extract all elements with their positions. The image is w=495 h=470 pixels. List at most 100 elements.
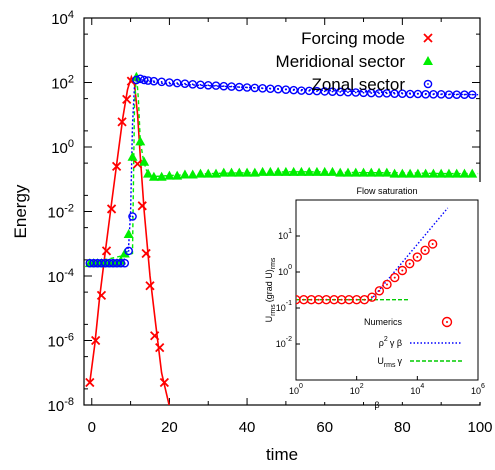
y-tick-label-text: 102 (51, 74, 74, 93)
data-point-dot (455, 93, 458, 96)
inset-legend-urms: Urms γ (377, 356, 402, 369)
inset-data-point (427, 239, 438, 249)
legend-marker-0 (423, 33, 433, 43)
inset-ylabel-grad-sub: rms (270, 257, 277, 269)
data-point (358, 167, 369, 177)
x-tick-label: 40 (239, 419, 256, 436)
data-point-dot (207, 84, 210, 87)
y-tick-label-mantissa: 10 (48, 269, 65, 286)
data-point (145, 281, 155, 291)
inset-data-point (412, 252, 423, 262)
data-point (195, 168, 206, 178)
inset-x-tick-label-text: 102 (350, 383, 364, 396)
inset-data-point (367, 292, 377, 302)
data-point (187, 169, 198, 179)
data-point-dot (147, 79, 149, 82)
inset-data-point-center (393, 276, 396, 279)
inset-data-point-center (416, 256, 419, 259)
inset-legend-urms-sub: rms (384, 362, 396, 369)
data-point-dot (401, 92, 404, 95)
data-point-dot (284, 88, 287, 91)
data-point-dot (238, 86, 241, 89)
data-point (122, 94, 132, 104)
data-point (265, 166, 276, 176)
data-point (143, 168, 154, 178)
data-point-dot (131, 215, 134, 218)
y-tick-label-exponent: 4 (68, 9, 74, 21)
x-tick-label: 80 (394, 419, 411, 436)
data-point-dot (424, 93, 427, 96)
inset-data-point-center (325, 298, 328, 301)
data-point (155, 343, 165, 353)
y-tick-label-exponent: 0 (68, 138, 74, 150)
inset-data-point-center (370, 296, 373, 299)
data-point-dot (409, 93, 412, 95)
inset-plot-frame (295, 199, 479, 381)
inset-x-tick-label-exponent: 4 (420, 383, 424, 390)
inset-x-tick-label-text: 104 (410, 383, 424, 396)
data-point (128, 212, 137, 221)
data-point-dot (160, 80, 163, 83)
data-point-dot (471, 93, 474, 96)
legend-label-1: Meridional sector (276, 52, 406, 71)
inset-data-point-center (386, 283, 388, 286)
x-axis-title: time (266, 445, 298, 464)
inset-data-point-center (363, 298, 366, 301)
data-point-dot (432, 93, 435, 96)
inset-data-point-center (431, 242, 434, 245)
data-point (135, 136, 146, 146)
inset-x-tick-label-exponent: 6 (481, 383, 485, 390)
y-tick-label-text: 10-6 (48, 332, 74, 351)
inset-legend-rho-sym: ρ (379, 338, 384, 348)
y-tick-label-text: 10-4 (48, 267, 74, 286)
legend-marker-2 (423, 79, 433, 89)
inset-x-tick-label-mantissa: 10 (471, 386, 481, 396)
data-point-dot (184, 82, 186, 85)
data-point-dot (168, 81, 171, 84)
data-point (127, 151, 138, 161)
inset-y-tick-label-exponent: -1 (286, 300, 292, 307)
data-point (374, 167, 385, 177)
legend-label-0: Forcing mode (301, 29, 405, 48)
data-point-dot (277, 88, 280, 91)
data-point-dot (269, 87, 272, 90)
data-point (226, 167, 237, 177)
y-tick-label-mantissa: 10 (51, 11, 68, 28)
inset-legend-marker-numerics (441, 316, 453, 328)
inset-legend-urms-u: U (377, 356, 384, 366)
data-point (249, 167, 260, 177)
data-point (327, 166, 338, 176)
data-point (242, 167, 253, 177)
inset-y-tick-label-exponent: 0 (288, 264, 292, 271)
data-point (85, 377, 95, 388)
data-point (96, 290, 107, 301)
data-point (273, 166, 284, 176)
y-tick-label: 10-4 (48, 267, 74, 286)
data-point-dot (222, 85, 225, 88)
inset-x-tick-label: 106 (471, 383, 485, 396)
y-tick-label-text: 100 (51, 138, 74, 157)
y-tick-label-exponent: -4 (64, 267, 74, 279)
data-point (135, 74, 145, 84)
y-tick-label-text: 104 (51, 9, 74, 28)
data-point (164, 170, 175, 180)
y-tick-label: 104 (51, 9, 74, 28)
inset-y-tick-label-mantissa: 10 (278, 267, 288, 277)
data-point-dot (393, 92, 396, 95)
y-tick-label-exponent: 2 (68, 74, 74, 86)
data-point (343, 167, 353, 177)
data-point (139, 156, 150, 166)
inset-y-tick-label-text: 101 (278, 228, 292, 241)
y-tick-label-mantissa: 10 (48, 334, 65, 351)
x-tick-label: 0 (88, 419, 96, 436)
data-point (451, 168, 462, 178)
inset-y-tick-label-mantissa: 10 (278, 231, 288, 241)
inset-data-point-center (424, 249, 427, 252)
data-point-dot (354, 91, 357, 94)
data-point (389, 168, 400, 178)
inset-data-point (382, 279, 392, 290)
data-point-dot (308, 89, 311, 92)
y-tick-label: 10-8 (48, 396, 74, 415)
data-point (288, 166, 299, 176)
